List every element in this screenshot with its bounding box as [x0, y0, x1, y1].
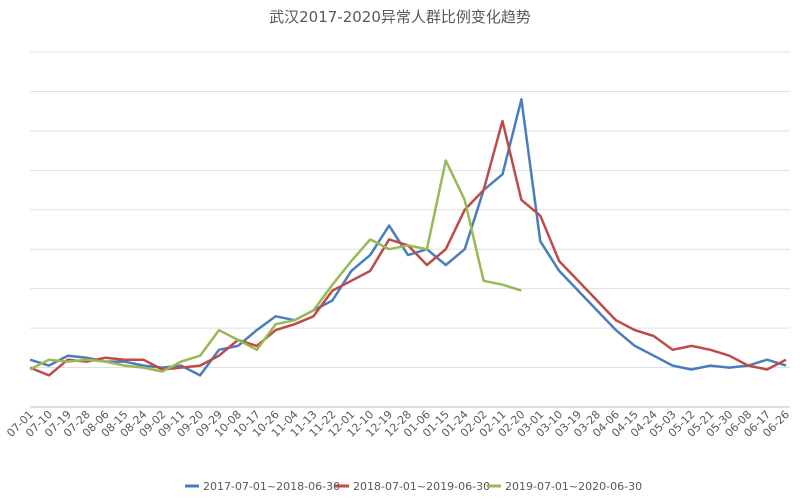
- legend-label: 2018-07-01~2019-06-30: [353, 480, 490, 493]
- series-line: [29, 98, 787, 377]
- legend-label: 2017-07-01~2018-06-30: [203, 480, 340, 493]
- series-line: [29, 119, 787, 377]
- series-line: [29, 159, 522, 373]
- legend-label: 2019-07-01~2020-06-30: [505, 480, 642, 493]
- chart-title: 武汉2017-2020异常人群比例变化趋势: [269, 8, 531, 26]
